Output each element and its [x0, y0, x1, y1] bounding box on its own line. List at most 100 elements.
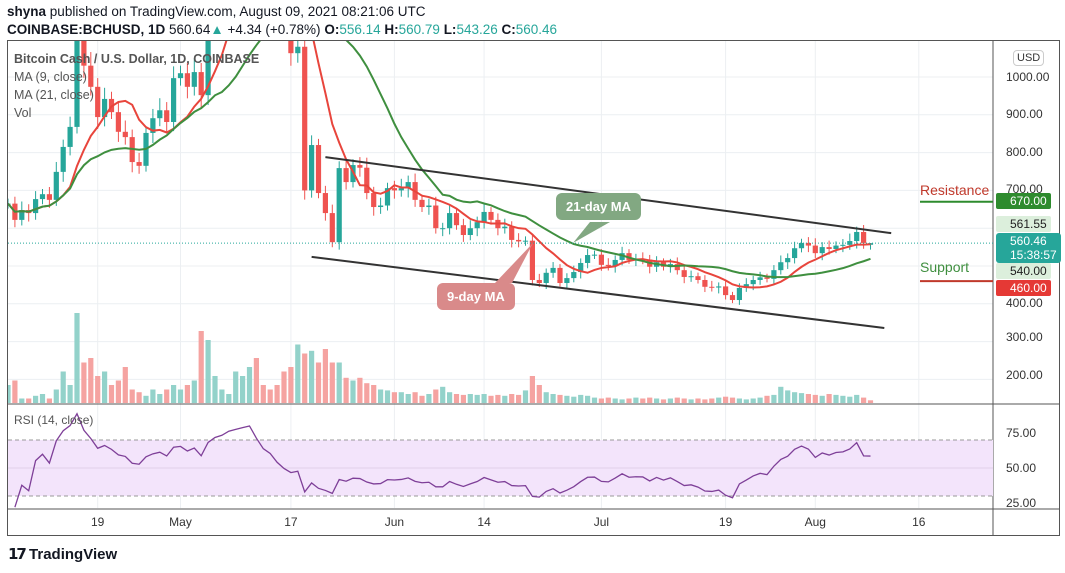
volume-bar	[695, 398, 701, 403]
volume-bar	[736, 398, 742, 403]
volume-bar	[329, 362, 335, 403]
close-label: C:	[501, 22, 516, 37]
candle-body	[812, 245, 818, 254]
ma9-line	[8, 41, 871, 289]
volume-bar	[840, 395, 846, 403]
rsi-line	[14, 412, 871, 508]
candle-body	[709, 286, 715, 288]
volume-bar	[867, 400, 874, 403]
legend-rsi[interactable]: RSI (14, close)	[14, 413, 94, 427]
price-tick: 900.00	[1006, 107, 1043, 121]
volume-bar	[246, 367, 253, 403]
candle-body	[605, 264, 611, 266]
candle-body	[102, 98, 108, 118]
volume-bar	[322, 349, 328, 403]
candle-body	[550, 267, 556, 273]
volume-bar	[847, 396, 853, 403]
candle-body	[295, 46, 301, 54]
volume-bar	[198, 331, 204, 403]
volume-bar	[171, 385, 177, 403]
candle-body	[557, 267, 563, 284]
candle-body	[674, 264, 680, 271]
candle-body	[398, 188, 404, 191]
candle-body	[336, 168, 342, 243]
candle-body	[481, 211, 487, 223]
ma21-line	[8, 41, 871, 279]
volume-bar	[536, 385, 542, 403]
volume-bar	[60, 371, 66, 403]
candle-body	[378, 205, 384, 208]
candle-body	[357, 165, 363, 168]
legend-ma21[interactable]: MA (21, close)	[14, 88, 94, 102]
date-tick: 19	[91, 515, 105, 529]
volume-bar	[585, 395, 591, 403]
candle-body	[509, 226, 515, 240]
candle-body	[329, 213, 335, 243]
candle-body	[798, 242, 805, 249]
candle-body	[88, 65, 94, 87]
candle-body	[764, 277, 770, 279]
volume-bar	[543, 392, 549, 403]
price-tick: 800.00	[1006, 145, 1043, 159]
candle-body	[502, 226, 508, 229]
candle-body	[867, 243, 874, 245]
volume-bar	[19, 398, 25, 403]
legend-ma9[interactable]: MA (9, close)	[14, 70, 87, 84]
volume-bar	[302, 353, 308, 403]
candle-body	[205, 41, 211, 96]
volume-bar	[619, 399, 625, 403]
volume-bar	[743, 399, 749, 403]
bar-countdown: 15:38:57	[1010, 248, 1057, 262]
volume-bar	[433, 389, 439, 403]
volume-bar	[226, 394, 232, 403]
volume-bar	[74, 313, 80, 403]
volume-bar	[391, 392, 397, 403]
candle-body	[275, 0, 280, 1]
ma21-price-tag: 540.00	[996, 263, 1051, 279]
volume-bar	[53, 389, 59, 403]
volume-bar	[750, 398, 756, 403]
currency-button[interactable]: USD	[1013, 50, 1045, 66]
tradingview-logo[interactable]: 𝟭𝟳 TradingView	[8, 545, 117, 563]
candle-body	[467, 228, 473, 236]
candle-body	[474, 222, 480, 229]
volume-bar	[460, 394, 466, 403]
volume-bar	[26, 398, 32, 403]
candle-body	[736, 287, 742, 301]
open-label: O:	[324, 22, 340, 37]
volume-bar	[757, 397, 763, 403]
volume-bar	[640, 398, 646, 403]
volume-bar	[826, 394, 832, 403]
volume-bar	[495, 394, 501, 403]
resistance-price-tag: 670.00	[996, 193, 1051, 209]
volume-bar	[598, 398, 604, 403]
volume-bar	[647, 397, 653, 403]
volume-bar	[667, 398, 673, 403]
volume-bar	[785, 390, 791, 403]
volume-bar	[467, 394, 473, 403]
candle-body	[861, 231, 867, 243]
candle-body	[819, 247, 825, 254]
candle-body	[805, 242, 811, 246]
publisher-name[interactable]: shyna	[7, 4, 47, 19]
volume-bar	[350, 380, 356, 403]
legend-vol[interactable]: Vol	[14, 106, 32, 120]
volume-bar	[509, 394, 515, 403]
candle-body	[447, 213, 453, 229]
candle-body	[585, 255, 591, 263]
volume-bar	[612, 398, 618, 403]
ma21-callout: 21-day MA	[556, 193, 642, 220]
candle-body	[384, 188, 391, 206]
volume-bar	[12, 380, 18, 403]
volume-bar	[674, 397, 680, 403]
volume-bar	[240, 376, 246, 403]
date-tick: 14	[477, 515, 491, 529]
chart-title: Bitcoin Cash / U.S. Dollar, 1D, COINBASE	[14, 52, 260, 66]
candle-body	[33, 199, 39, 214]
volume-bar	[212, 376, 218, 403]
candle-body	[164, 110, 170, 122]
volume-bar	[654, 398, 660, 403]
price-tick: 200.00	[1006, 368, 1043, 382]
volume-bar	[67, 385, 73, 403]
